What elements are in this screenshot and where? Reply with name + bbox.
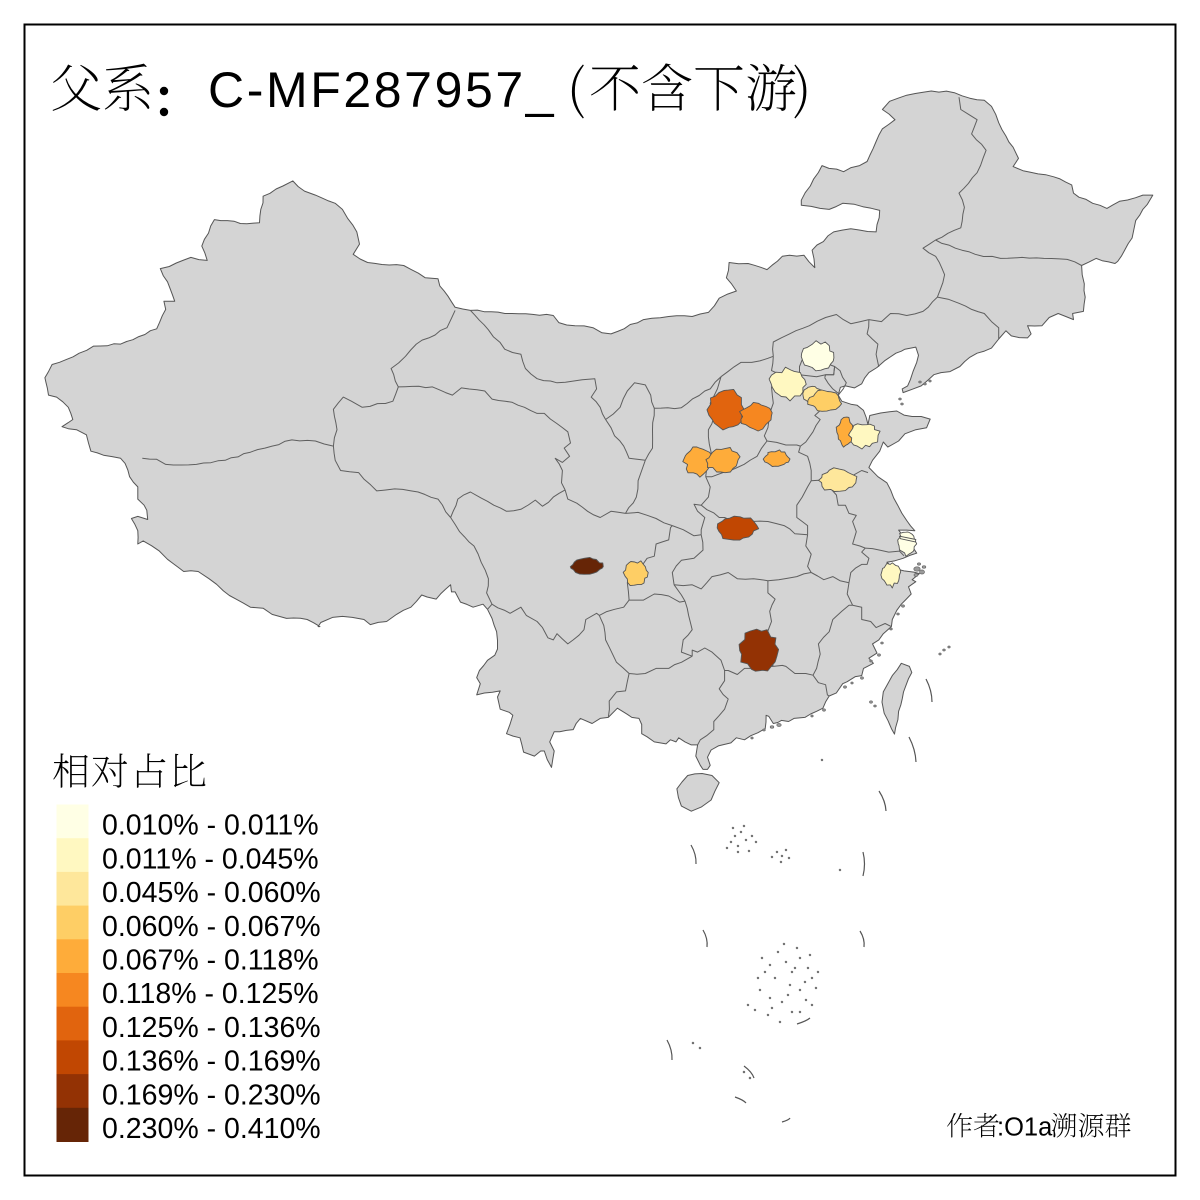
svg-text:0.067% - 0.118%: 0.067% - 0.118% <box>102 945 319 977</box>
svg-text:0.169% - 0.230%: 0.169% - 0.230% <box>102 1079 321 1111</box>
svg-text::O1a: :O1a <box>997 1114 1053 1142</box>
svg-text:0.136% - 0.169%: 0.136% - 0.169% <box>102 1046 321 1078</box>
svg-text:0.010% - 0.011%: 0.010% - 0.011% <box>102 810 319 842</box>
svg-text:0.060% - 0.067%: 0.060% - 0.067% <box>102 911 321 943</box>
svg-text:0.230% - 0.410%: 0.230% - 0.410% <box>102 1113 321 1145</box>
svg-text:0.118% - 0.125%: 0.118% - 0.125% <box>102 978 319 1010</box>
svg-text:0.011% - 0.045%: 0.011% - 0.045% <box>102 843 319 875</box>
svg-text:0.045% - 0.060%: 0.045% - 0.060% <box>102 877 321 909</box>
svg-text:C-MF287957_: C-MF287957_ <box>208 62 556 118</box>
svg-text:0.125% - 0.136%: 0.125% - 0.136% <box>102 1012 321 1044</box>
